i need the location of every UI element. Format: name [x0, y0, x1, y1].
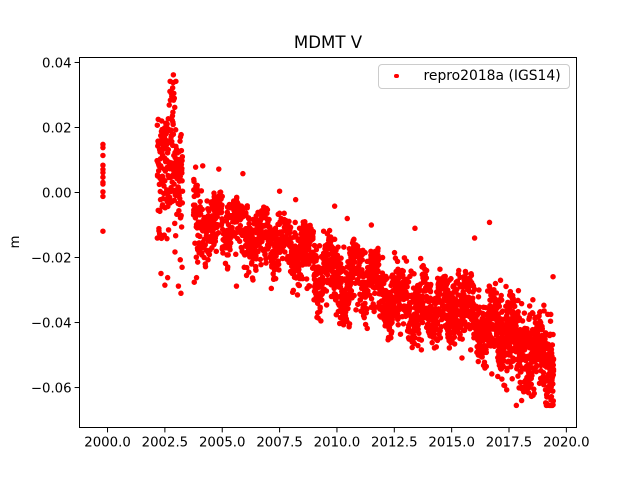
axes-spines	[79, 57, 577, 428]
scatter-points	[100, 72, 557, 409]
x-tick-label: 2005.0	[199, 436, 246, 451]
x-tick-label: 2010.0	[314, 436, 361, 451]
y-tick-label: −0.06	[31, 381, 72, 396]
y-tick-label: 0.02	[42, 121, 72, 136]
y-tick-label: −0.04	[31, 316, 72, 331]
y-tick-label: 0.04	[42, 56, 72, 71]
y-tick-label: −0.02	[31, 251, 72, 266]
x-tick-label: 2015.0	[428, 436, 475, 451]
legend-marker-icon	[394, 73, 399, 79]
x-tick-label: 2012.5	[371, 436, 418, 451]
y-axis-label-text: m	[8, 235, 23, 249]
chart-title: MDMT V	[293, 33, 363, 52]
x-tick-label: 2020.0	[543, 436, 590, 451]
x-tick-label: 2007.5	[256, 436, 303, 451]
y-axis-label: m	[4, 230, 28, 254]
x-tick-label: 2000.0	[84, 436, 131, 451]
legend-label: repro2018a (IGS14)	[423, 68, 561, 84]
x-tick-label: 2017.5	[486, 436, 533, 451]
x-tick-label: 2002.5	[142, 436, 189, 451]
legend: repro2018a (IGS14)	[378, 63, 570, 89]
y-tick-label: 0.00	[42, 186, 72, 201]
